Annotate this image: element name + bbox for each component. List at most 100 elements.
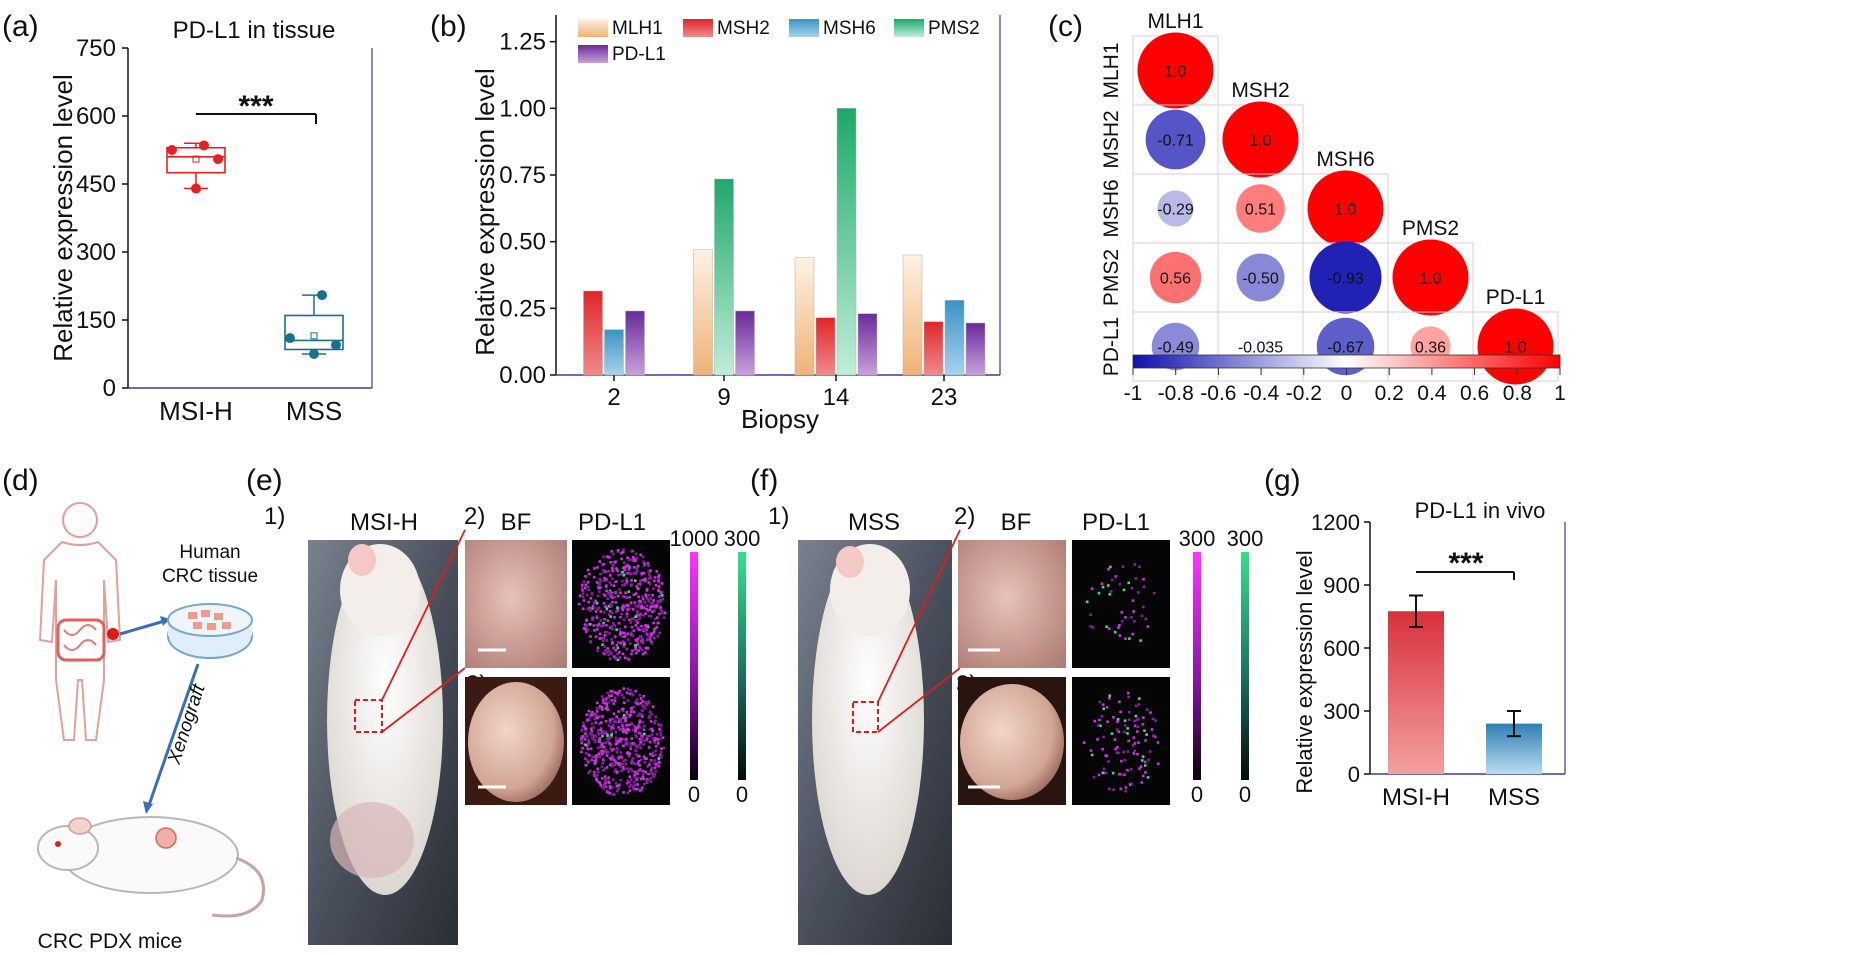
fluor-green-dot: [633, 579, 637, 583]
fluor-magenta-dot: [1107, 567, 1110, 571]
fluor-magenta-dot: [645, 736, 649, 739]
fluor-magenta-dot: [629, 631, 632, 635]
fluor-green-dot: [621, 570, 624, 574]
fluor-magenta-dot: [651, 772, 654, 775]
fluor-magenta-dot: [1149, 711, 1152, 714]
fluor-green-dot: [609, 615, 613, 618]
fluor-magenta-dot: [611, 564, 615, 568]
fluor-green-dot: [1108, 592, 1112, 596]
fluor-magenta-dot: [616, 747, 619, 751]
fluor-magenta-dot: [640, 708, 644, 712]
fluor-magenta-dot: [595, 581, 599, 584]
fluor-magenta-dot: [596, 731, 600, 735]
panel-a-ytick-label: 0: [103, 375, 116, 402]
fluor-magenta-dot: [611, 577, 614, 581]
fluor-magenta-dot: [585, 744, 589, 748]
fluor-green-dot: [605, 607, 609, 611]
fluor-magenta-dot: [630, 722, 633, 725]
fluor-magenta-dot: [641, 773, 645, 776]
fluor-magenta-dot: [657, 589, 660, 593]
fluor-magenta-dot: [634, 726, 637, 730]
fluor-magenta-dot: [650, 727, 654, 731]
fluor-magenta-dot: [1090, 587, 1094, 591]
fluor-magenta-dot: [602, 745, 606, 749]
fluor-magenta-dot: [597, 722, 601, 726]
fluor-magenta-dot: [588, 769, 592, 773]
fluor-magenta-dot: [641, 597, 645, 601]
fluor-magenta-dot: [1133, 620, 1136, 623]
panel-a-letter: (a): [2, 10, 39, 43]
panel-b-legend-swatch-msh6: [789, 19, 819, 37]
fluor-magenta-dot: [617, 641, 620, 644]
fluor-magenta-dot: [620, 756, 623, 760]
fluor-magenta-dot: [612, 717, 615, 721]
fluor-magenta-dot: [594, 721, 598, 725]
fluor-magenta-dot: [661, 597, 665, 601]
fluor-magenta-dot: [658, 760, 661, 764]
fluor-magenta-dot: [642, 755, 646, 758]
fluor-magenta-dot: [1133, 742, 1137, 745]
panel-b-ytick-label: 0.25: [499, 295, 546, 322]
fluor-magenta-dot: [649, 632, 653, 636]
fluor-magenta-dot: [658, 727, 661, 731]
fluor-magenta-dot: [654, 764, 658, 768]
panel-b-legend-label-pms2: PMS2: [928, 18, 980, 39]
panel-b-ytick-label: 1.00: [499, 95, 546, 122]
fluor-magenta-dot: [602, 555, 605, 559]
fluor-magenta-dot: [633, 601, 637, 604]
fluor-magenta-dot: [643, 707, 647, 710]
fluor-magenta-dot: [640, 648, 644, 652]
fluor-magenta-dot: [655, 626, 659, 629]
fluor-magenta-dot: [634, 689, 638, 693]
fluor-magenta-dot: [630, 549, 633, 553]
fluor-magenta-dot: [657, 579, 660, 582]
fluor-magenta-dot: [652, 631, 655, 635]
fluor-green-dot: [1111, 771, 1115, 775]
fluor-magenta-dot: [604, 730, 608, 734]
fluor-magenta-dot: [625, 615, 629, 618]
fluor-magenta-dot: [584, 728, 587, 731]
panel-b-bar-pd-l1: [857, 313, 878, 376]
xenograft-arrow-head-icon: [143, 801, 153, 814]
fluor-magenta-dot: [616, 609, 619, 612]
fluor-magenta-dot: [621, 707, 625, 711]
fluor-magenta-dot: [662, 616, 666, 619]
fluor-magenta-dot: [647, 599, 651, 603]
fluor-magenta-dot: [595, 753, 599, 757]
fluor-magenta-dot: [581, 735, 585, 738]
fluor-magenta-dot: [629, 742, 632, 745]
panel-b-ytick-label: 0.50: [499, 229, 546, 256]
panel-c-value: -0.29: [1157, 202, 1194, 219]
fluor-magenta-dot: [635, 639, 639, 643]
fluor-magenta-dot: [1134, 577, 1138, 580]
fluor-magenta-dot: [625, 595, 628, 599]
fluor-magenta-dot: [625, 710, 629, 714]
fluor-magenta-dot: [1142, 585, 1146, 588]
fluor-magenta-dot: [648, 573, 651, 576]
fluor-magenta-dot: [1118, 772, 1121, 776]
fluor-magenta-dot: [593, 762, 597, 765]
xenograft-label: Xenograft: [164, 681, 210, 767]
fluor-magenta-dot: [580, 737, 583, 740]
panel-a-xtick-msih: MSI-H: [159, 396, 233, 426]
panel-c-bubble: [1137, 32, 1214, 109]
fluor-magenta-dot: [635, 585, 639, 588]
fluor-magenta-dot: [597, 622, 601, 626]
fluor-magenta-dot: [593, 774, 596, 777]
fluor-magenta-dot: [618, 633, 622, 636]
fluor-magenta-dot: [650, 605, 653, 608]
fluor-magenta-dot: [636, 587, 640, 591]
fluor-magenta-dot: [1138, 565, 1141, 569]
fluor-green-dot: [622, 573, 626, 577]
fluor-magenta-dot: [606, 555, 609, 559]
fluor-magenta-dot: [650, 733, 654, 736]
fluor-magenta-dot: [590, 733, 594, 736]
fluor-magenta-dot: [614, 580, 618, 583]
fluor-magenta-dot: [649, 602, 653, 605]
fluor-magenta-dot: [597, 584, 600, 588]
fluor-magenta-dot: [611, 764, 614, 768]
fluor-magenta-dot: [634, 592, 638, 596]
fluor-magenta-dot: [645, 595, 648, 598]
fluor-magenta-dot: [1100, 582, 1104, 586]
fluor-magenta-dot: [640, 786, 644, 789]
